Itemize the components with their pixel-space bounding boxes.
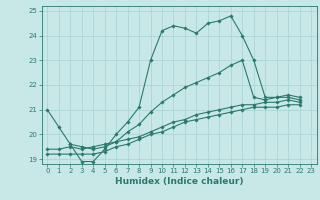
- X-axis label: Humidex (Indice chaleur): Humidex (Indice chaleur): [115, 177, 244, 186]
